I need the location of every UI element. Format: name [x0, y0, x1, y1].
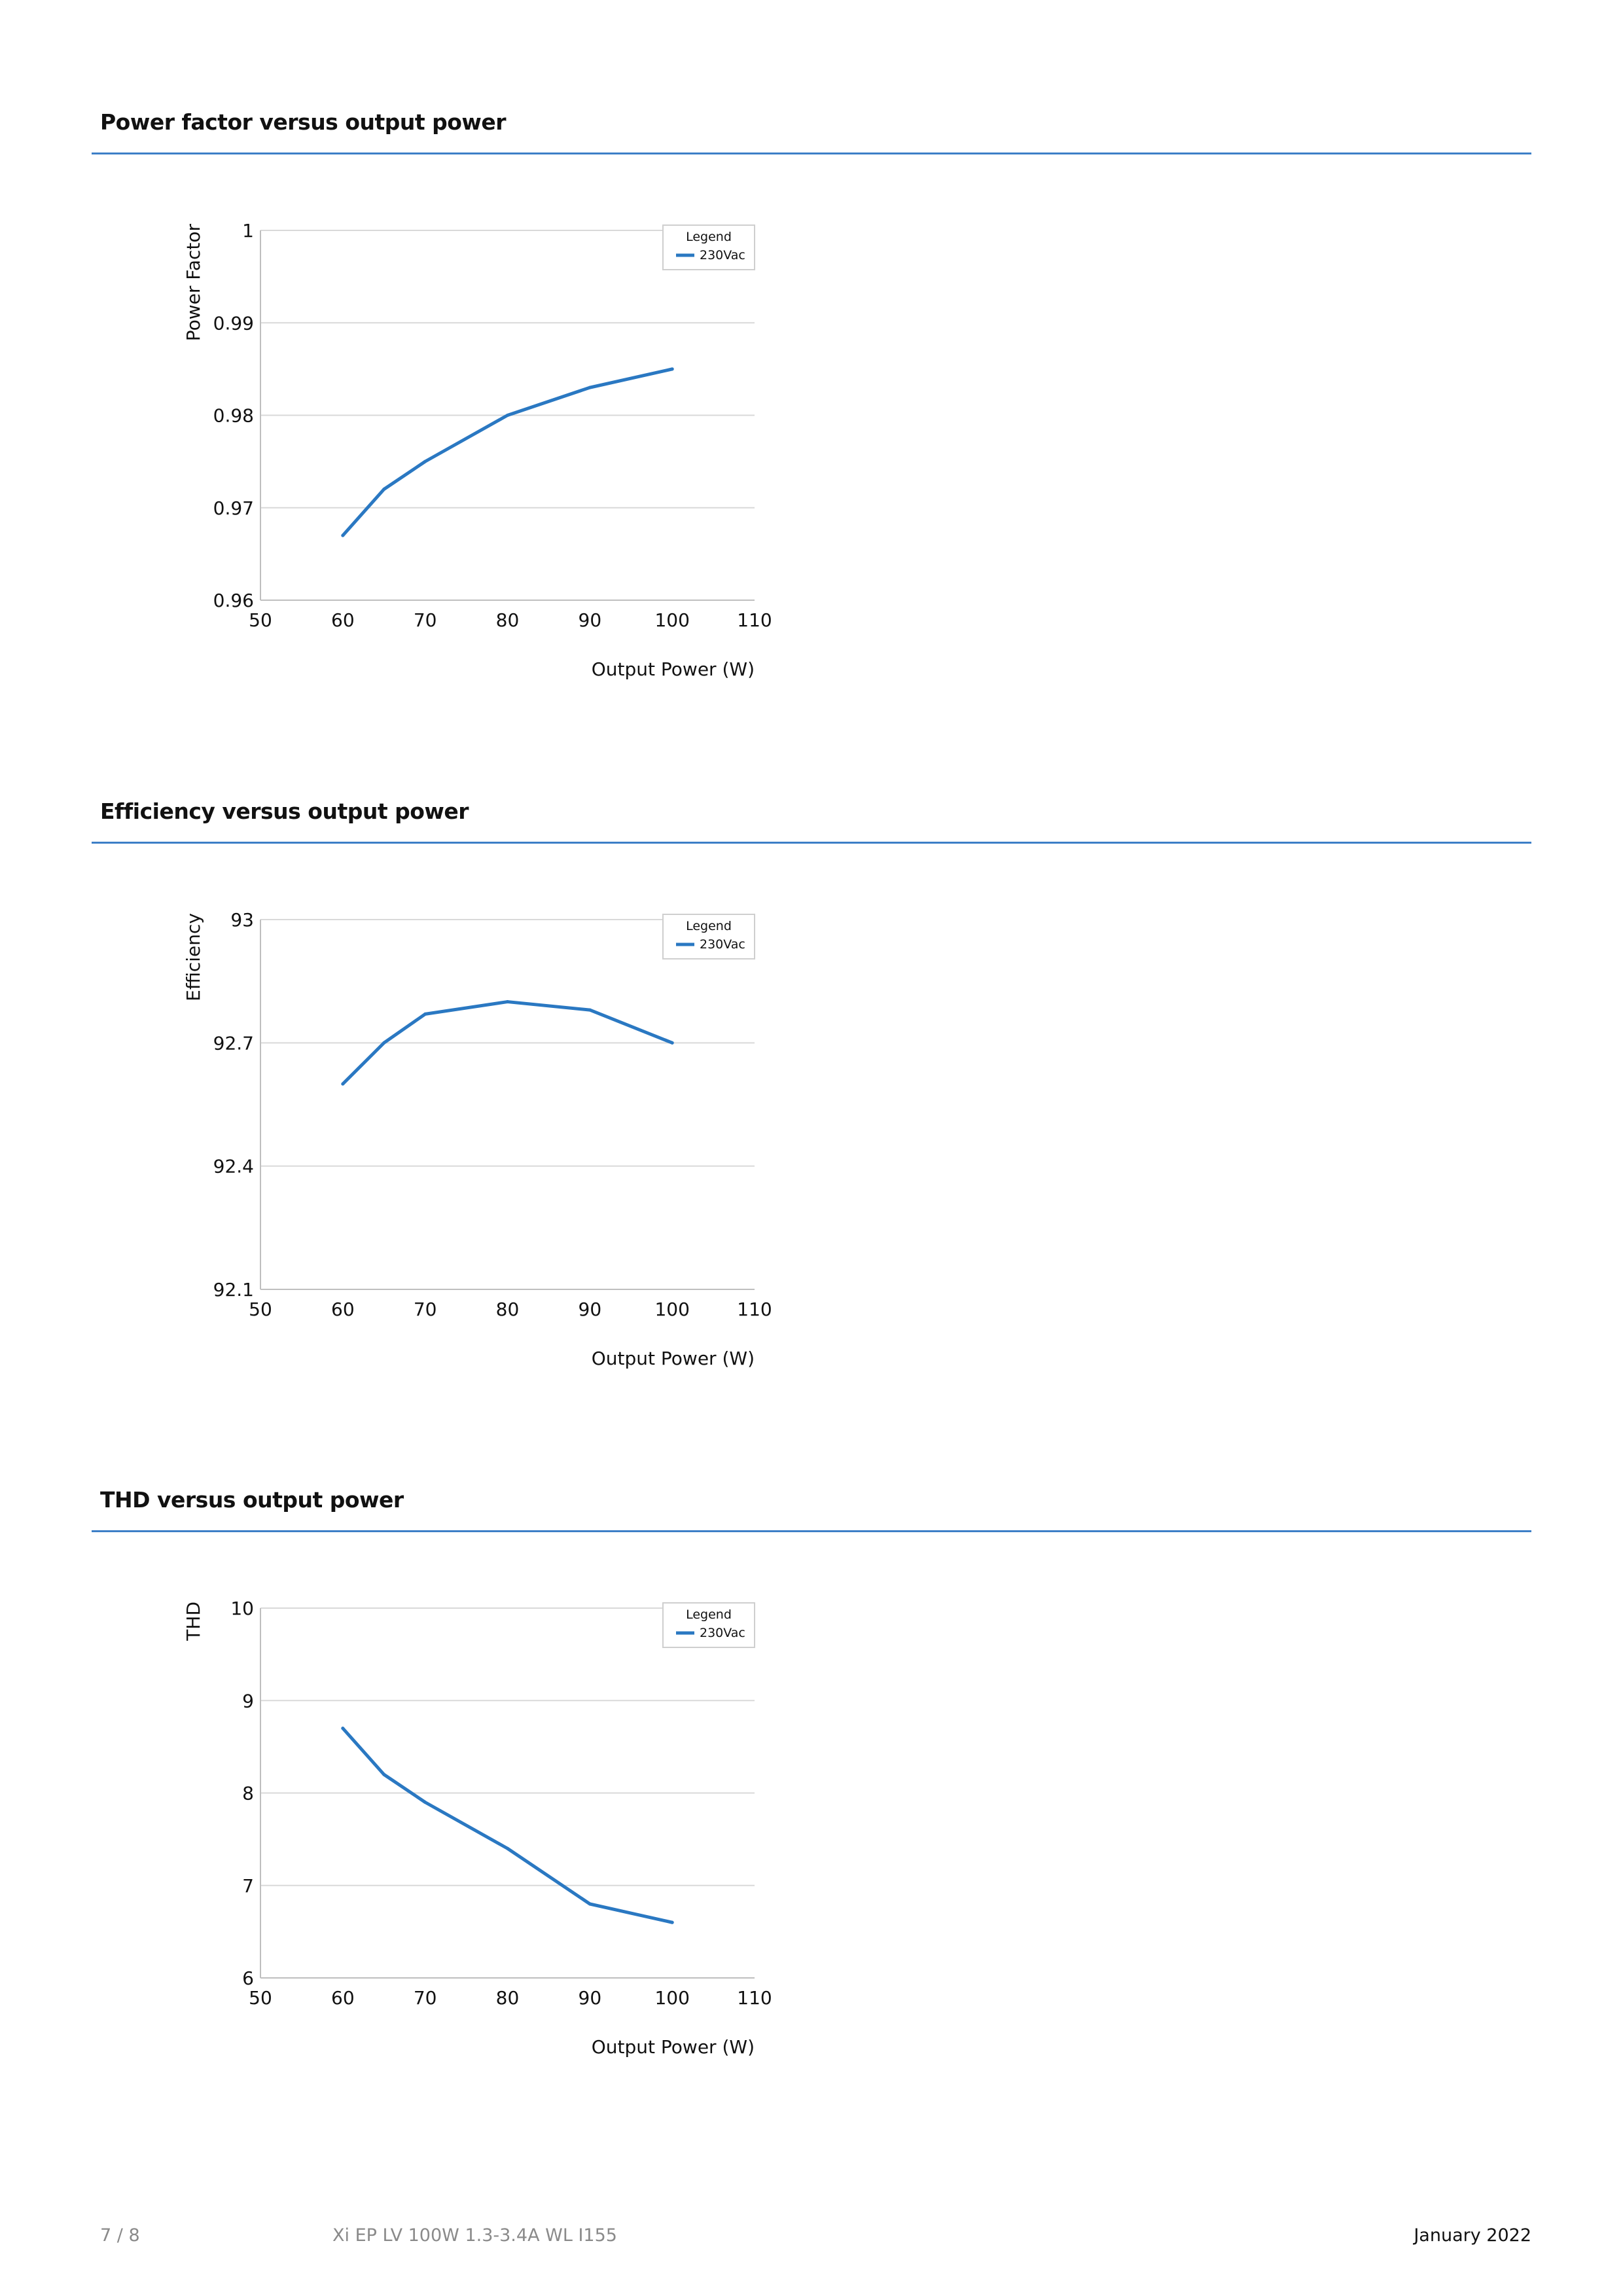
y-axis-label: Efficiency: [183, 913, 204, 1001]
efficiency-chart-svg: 92.1 92.4 92.7 93 50 60 70 80 90 100 110 Output Pow…: [183, 909, 772, 1369]
data-point: [588, 1902, 592, 1906]
x-tick-label: 60: [331, 609, 355, 631]
data-point: [423, 1801, 427, 1804]
legend-title: Legend: [686, 1607, 732, 1622]
legend-title: Legend: [686, 230, 732, 244]
legend: Legend 230Vac: [662, 1602, 755, 1648]
y-tick-label: 0.96: [213, 590, 254, 611]
x-tick-label: 100: [654, 1987, 689, 2009]
x-tick-label: 60: [331, 1987, 355, 2009]
x-tick-label: 110: [737, 609, 772, 631]
y-tick-label: 1: [242, 220, 254, 242]
y-tick-label: 92.7: [213, 1032, 254, 1054]
y-axis-label: THD: [183, 1602, 204, 1641]
power-factor-chart-svg: 0.96 0.97 0.98 0.99 1 50 60 70 80 90 100 110 Output …: [183, 220, 772, 680]
y-tick-label: 10: [230, 1598, 254, 1619]
data-point: [341, 533, 345, 537]
data-point: [670, 367, 674, 371]
x-axis-label: Output Power (W): [592, 658, 755, 680]
x-tick-label: 50: [249, 609, 272, 631]
y-tick-label: 8: [242, 1783, 254, 1804]
x-tick-label: 110: [737, 1299, 772, 1320]
x-tick-label: 80: [496, 609, 520, 631]
y-axis-label: Power Factor: [183, 224, 204, 342]
x-tick-label: 70: [414, 609, 437, 631]
series-line-0: [341, 367, 674, 537]
data-point: [670, 1920, 674, 1924]
x-axis-label: Output Power (W): [592, 1348, 755, 1369]
section-divider: [92, 152, 1531, 154]
y-tick-label: 0.99: [213, 312, 254, 334]
product-name: Xi EP LV 100W 1.3-3.4A WL I155: [332, 2225, 617, 2246]
section-title-power-factor: Power factor versus output power: [100, 109, 507, 135]
legend: Legend 230Vac: [662, 224, 755, 270]
section-title-efficiency: Efficiency versus output power: [100, 798, 469, 824]
section-divider: [92, 1530, 1531, 1532]
x-tick-label: 80: [496, 1987, 520, 2009]
data-point: [506, 414, 509, 417]
x-tick-label: 90: [579, 1987, 602, 2009]
thd-chart: 6 7 8 9 10 50 60 70 80 90 100 110 Output Power (W) TH…: [157, 1574, 812, 2111]
x-tick-label: 50: [249, 1299, 272, 1320]
x-tick-label: 60: [331, 1299, 355, 1320]
y-tick-label: 92.4: [213, 1156, 254, 1177]
x-tick-label: 110: [737, 1987, 772, 2009]
y-tick-label: 0.97: [213, 497, 254, 519]
legend-label: 230Vac: [700, 937, 745, 952]
x-tick-label: 70: [414, 1299, 437, 1320]
y-tick-label: 9: [242, 1690, 254, 1712]
data-point: [341, 1727, 345, 1731]
data-point: [670, 1041, 674, 1045]
x-tick-label: 80: [496, 1299, 520, 1320]
data-point: [423, 1012, 427, 1016]
series-line-0: [341, 1000, 674, 1086]
legend-box: [662, 914, 755, 960]
data-point: [506, 1846, 509, 1850]
data-point: [382, 488, 386, 491]
series-line-0: [341, 1727, 674, 1924]
section-title-thd: THD versus output power: [100, 1487, 404, 1513]
x-tick-label: 90: [579, 1299, 602, 1320]
y-tick-label: 6: [242, 1967, 254, 1989]
y-tick-label: 0.98: [213, 405, 254, 427]
y-tick-label: 7: [242, 1875, 254, 1897]
x-axis-label: Output Power (W): [592, 2036, 755, 2058]
y-tick-label: 92.1: [213, 1279, 254, 1300]
x-tick-label: 100: [654, 609, 689, 631]
x-tick-label: 100: [654, 1299, 689, 1320]
x-tick-label: 90: [579, 609, 602, 631]
publication-date: January 2022: [1414, 2225, 1531, 2246]
legend-label: 230Vac: [700, 1626, 745, 1640]
x-tick-label: 50: [249, 1987, 272, 2009]
data-point: [382, 1041, 386, 1045]
legend-box: [662, 1602, 755, 1648]
data-point: [506, 1000, 509, 1004]
efficiency-chart: 92.1 92.4 92.7 93 50 60 70 80 90 100 110 Output Pow…: [157, 886, 812, 1422]
legend-label: 230Vac: [700, 248, 745, 262]
data-point: [423, 459, 427, 463]
thd-chart-svg: 6 7 8 9 10 50 60 70 80 90 100 110 Output Power (W) TH…: [183, 1598, 772, 2058]
data-point: [588, 1008, 592, 1012]
y-tick-label: 93: [230, 909, 254, 931]
legend-title: Legend: [686, 919, 732, 933]
section-divider: [92, 842, 1531, 844]
data-point: [341, 1082, 345, 1086]
page-number: 7 / 8: [100, 2225, 140, 2246]
legend: Legend 230Vac: [662, 914, 755, 960]
power-factor-chart: 0.96 0.97 0.98 0.99 1 50 60 70 80 90 100 110 Output …: [157, 196, 812, 733]
legend-box: [662, 224, 755, 270]
data-point: [382, 1772, 386, 1776]
data-point: [588, 386, 592, 389]
x-tick-label: 70: [414, 1987, 437, 2009]
